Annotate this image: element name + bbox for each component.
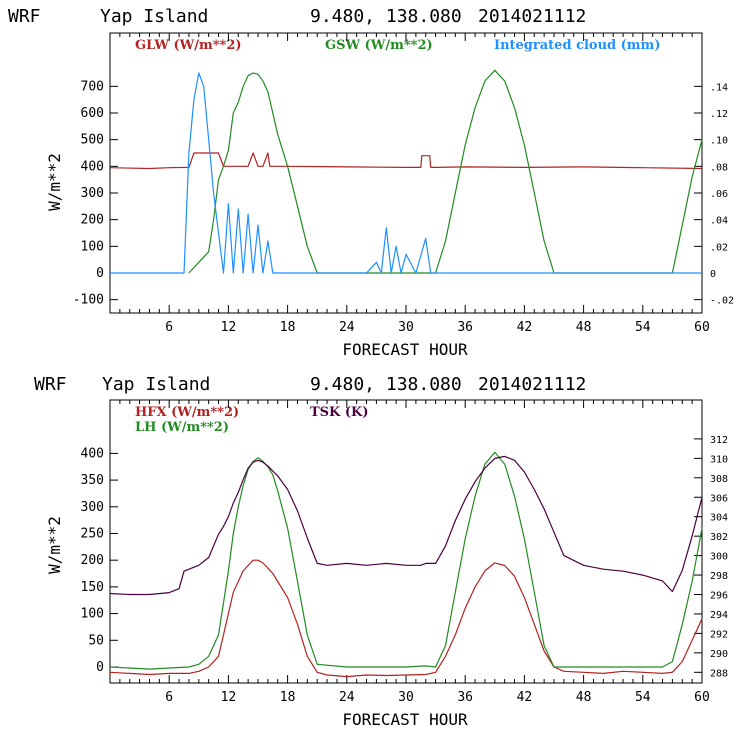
y2-tick-label: 306 — [710, 493, 728, 504]
panel1-series-line-1 — [188, 69, 703, 274]
panel2-plot: 6 12 18 24 30 36 42 48 54 60 0 50 100 150 200 250 300 350… — [81, 399, 728, 705]
x-tick-label: 48 — [576, 690, 592, 705]
y2-tick-label: .02 — [710, 242, 728, 253]
panel1-init: 2014021112 — [478, 6, 586, 27]
y-tick-label: 400 — [81, 159, 104, 174]
y-tick-label: 250 — [81, 526, 104, 541]
y-tick-label: 300 — [81, 186, 104, 201]
panel2-series-line-0 — [109, 559, 703, 678]
y-tick-label: -100 — [73, 293, 104, 308]
x-tick-label: 12 — [221, 690, 237, 705]
panel2-location: Yap Island — [102, 374, 210, 395]
panel1-legend-cloud: Integrated cloud (mm) — [494, 38, 660, 53]
panel1-location: Yap Island — [100, 6, 208, 27]
x-tick-label: 24 — [339, 690, 355, 705]
panel2-init: 2014021112 — [478, 374, 586, 395]
y-tick-label: 0 — [96, 266, 104, 281]
y2-tick-label: 302 — [710, 532, 728, 543]
y-tick-label: 200 — [81, 553, 104, 568]
panel1-plot: 6 12 18 24 30 36 42 48 54 60 -100 0 100 200 300 400 500 6… — [73, 32, 734, 335]
y2-tick-label: 294 — [710, 610, 728, 621]
y2-tick-label: .06 — [710, 189, 728, 200]
y-tick-label: 150 — [81, 580, 104, 595]
panel2-series-line-2 — [109, 455, 703, 596]
y2-tick-label: 304 — [710, 513, 728, 524]
y2-tick-label: .08 — [710, 162, 728, 173]
y2-tick-label: 312 — [710, 435, 728, 446]
x-tick-label: 60 — [694, 320, 710, 335]
y2-tick-label: 292 — [710, 629, 728, 640]
panel2-legend-hfx: HFX (W/m**2) — [135, 405, 239, 420]
panel2-legend-lh: LH (W/m**2) — [135, 420, 229, 435]
plot-layer: 6 12 18 24 30 36 42 48 54 60-10001002003004005006… — [73, 32, 734, 705]
y-tick-label: 50 — [88, 633, 104, 648]
panel2-series-line-1 — [109, 451, 703, 670]
panel1-model: WRF — [8, 6, 41, 27]
panel2-ylabel: W/m**2 — [45, 516, 64, 574]
panel1-xlabel: FORECAST HOUR — [342, 340, 468, 359]
y-tick-label: 100 — [81, 607, 104, 622]
x-tick-label: 48 — [576, 320, 592, 335]
y-tick-label: 300 — [81, 500, 104, 515]
y-tick-label: 200 — [81, 213, 104, 228]
x-tick-label: 36 — [457, 320, 473, 335]
x-tick-label: 36 — [457, 690, 473, 705]
x-tick-label: 6 — [165, 320, 173, 335]
x-tick-label: 12 — [221, 320, 237, 335]
y2-tick-label: .10 — [710, 136, 728, 147]
y2-tick-label: 290 — [710, 649, 728, 660]
y-tick-label: 600 — [81, 106, 104, 121]
x-tick-label: 18 — [280, 320, 296, 335]
y-tick-label: 400 — [81, 446, 104, 461]
x-tick-label: 42 — [517, 320, 533, 335]
y2-tick-label: 300 — [710, 552, 728, 563]
y-tick-label: 700 — [81, 79, 104, 94]
y2-tick-label: .14 — [710, 82, 728, 93]
panel2-xlabel: FORECAST HOUR — [342, 710, 468, 729]
panel1-series-line-0 — [109, 152, 703, 170]
y2-tick-label: 296 — [710, 591, 728, 602]
y2-tick-label: 310 — [710, 454, 728, 465]
y2-tick-label: 298 — [710, 571, 728, 582]
panel2-frame — [109, 399, 703, 684]
y2-tick-label: 308 — [710, 474, 728, 485]
y2-tick-label: 288 — [710, 668, 728, 679]
x-tick-label: 18 — [280, 690, 296, 705]
panel2-header: WRF Yap Island 9.480, 138.080 2014021112 — [34, 374, 586, 395]
y2-tick-label: -.02 — [710, 296, 734, 307]
y2-tick-label: .04 — [710, 216, 728, 227]
panel1-legend-gsw: GSW (W/m**2) — [325, 38, 433, 53]
x-tick-label: 6 — [165, 690, 173, 705]
panel1-legend-glw: GLW (W/m**2) — [135, 38, 242, 53]
y-tick-label: 0 — [96, 660, 104, 675]
panel1-coords: 9.480, 138.080 — [310, 6, 462, 27]
x-tick-label: 54 — [635, 690, 651, 705]
y2-tick-label: .12 — [710, 109, 728, 120]
panel2-model: WRF — [34, 374, 67, 395]
y2-tick-label: 0 — [710, 269, 716, 280]
x-tick-label: 60 — [694, 690, 710, 705]
y-tick-label: 500 — [81, 133, 104, 148]
x-tick-label: 30 — [398, 690, 414, 705]
x-tick-label: 24 — [339, 320, 355, 335]
panel1-series-line-2 — [110, 72, 702, 274]
panel1-ylabel: W/m**2 — [45, 153, 64, 211]
x-tick-label: 42 — [517, 690, 533, 705]
panel1-header: WRF Yap Island 9.480, 138.080 2014021112 — [8, 6, 586, 27]
y-tick-label: 350 — [81, 473, 104, 488]
x-tick-label: 54 — [635, 320, 651, 335]
y-tick-label: 100 — [81, 239, 104, 254]
x-tick-label: 30 — [398, 320, 414, 335]
panel2-coords: 9.480, 138.080 — [310, 374, 462, 395]
panel2-legend-tsk: TSK (K) — [310, 405, 369, 420]
